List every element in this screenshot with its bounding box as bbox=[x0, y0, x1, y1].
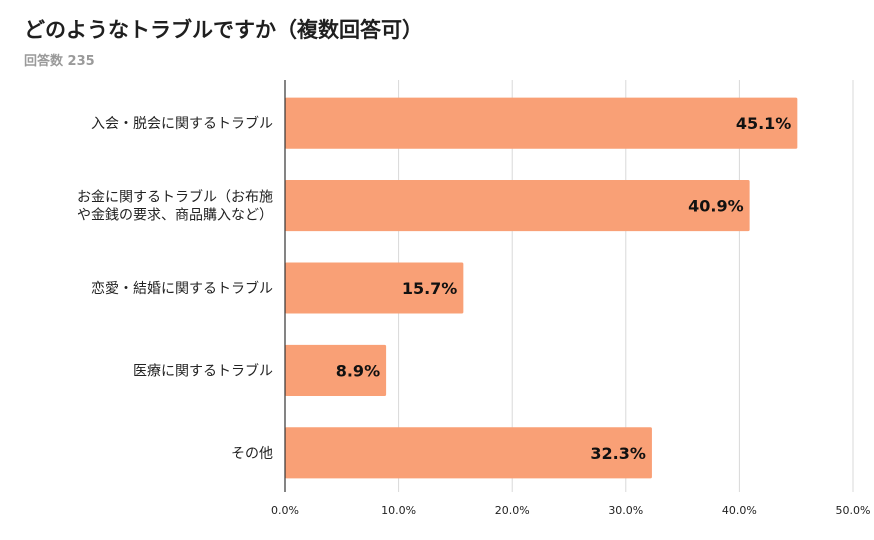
bar bbox=[285, 97, 798, 149]
x-tick-label: 50.0% bbox=[836, 504, 871, 517]
x-tick-label: 30.0% bbox=[608, 504, 643, 517]
bar bbox=[285, 262, 464, 314]
bar-value-label: 32.3% bbox=[590, 444, 646, 463]
bar-value-label: 8.9% bbox=[336, 361, 380, 380]
bar bbox=[285, 180, 750, 232]
bar-value-label: 45.1% bbox=[736, 114, 792, 133]
response-count: 回答数 235 bbox=[24, 54, 95, 69]
x-tick-label: 10.0% bbox=[381, 504, 416, 517]
category-label: お金に関するトラブル（お布施 bbox=[77, 189, 273, 206]
bars bbox=[285, 97, 798, 479]
category-label: 医療に関するトラブル bbox=[133, 362, 273, 379]
category-label: 恋愛・結婚に関するトラブル bbox=[91, 280, 273, 297]
category-label: や金銭の要求、商品購入など） bbox=[77, 208, 273, 224]
labels: 0.0% 10.0% 20.0% 30.0% 40.0% 50.0% 45.1% 入会・脱会に… bbox=[77, 114, 870, 517]
bar bbox=[285, 344, 387, 396]
x-tick-label: 20.0% bbox=[495, 504, 530, 517]
x-tick-label: 0.0% bbox=[271, 504, 299, 517]
chart-title: どのようなトラブルですか（複数回答可） bbox=[24, 18, 423, 42]
category-label: その他 bbox=[231, 446, 273, 462]
category-label: 入会・脱会に関するトラブル bbox=[91, 115, 273, 132]
bar bbox=[285, 427, 652, 479]
x-tick-label: 40.0% bbox=[722, 504, 757, 517]
bar-value-label: 15.7% bbox=[402, 279, 458, 298]
bar-value-label: 40.9% bbox=[688, 197, 744, 216]
